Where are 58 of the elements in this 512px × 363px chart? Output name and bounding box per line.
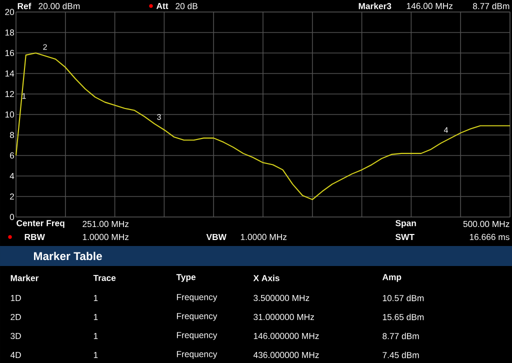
text: 16.666 ms: [470, 234, 510, 240]
text: Span: [396, 220, 416, 228]
text: 8.77 dBm: [473, 2, 510, 10]
text: 436.000000 MHz: [253, 352, 319, 358]
text: Amp: [382, 274, 402, 282]
text: 1: [94, 333, 98, 339]
text: 15.65 dBm: [382, 314, 424, 320]
y-tick-label: 8: [10, 132, 14, 138]
text: 251.00 MHz: [82, 220, 129, 228]
text: Ref: [18, 2, 32, 10]
text: 1: [94, 314, 98, 320]
y-tick-label: 18: [5, 29, 14, 36]
text: 20 dB: [176, 2, 198, 10]
text: Trace: [93, 274, 116, 282]
y-tick-label: 6: [10, 152, 14, 159]
text: X Axis: [253, 274, 280, 282]
annotation: 4: [444, 127, 448, 133]
y-tick-label: 16: [5, 50, 14, 56]
text: Frequency: [176, 294, 218, 302]
text: 1D: [10, 295, 21, 301]
text: Att: [156, 2, 168, 10]
annotation: 2: [43, 44, 47, 50]
text: 1: [94, 295, 98, 301]
text: SWT: [396, 234, 414, 240]
annotation: 1: [22, 93, 26, 99]
y-tick-label: 2: [10, 193, 14, 200]
text: Center Freq: [16, 220, 64, 228]
text: Marker Table: [34, 252, 102, 260]
annotation: 3: [157, 114, 161, 120]
y-tick-label: 0: [10, 214, 14, 220]
text: 1.0000 MHz: [240, 234, 287, 240]
text: 7.45 dBm: [382, 352, 419, 358]
text: Frequency: [176, 332, 218, 340]
text: 31.000000 MHz: [254, 314, 314, 320]
text: 1: [94, 352, 98, 358]
text: Marker: [10, 274, 39, 282]
text: VBW: [206, 234, 226, 240]
y-tick-label: 14: [5, 70, 14, 76]
text: Frequency: [176, 351, 218, 359]
text: Marker3: [358, 2, 392, 10]
text: 20.00 dBm: [38, 2, 80, 10]
text: 3D: [10, 332, 21, 340]
text: 500.00 MHz: [463, 220, 510, 228]
text: 4D: [10, 352, 21, 358]
text: Frequency: [176, 313, 218, 321]
text: 146.000000 MHz: [254, 332, 319, 340]
text: 10.57 dBm: [382, 294, 424, 302]
y-tick-label: 4: [10, 173, 14, 179]
text: RBW: [24, 234, 45, 240]
y-tick-label: 10: [5, 111, 14, 118]
text: 3.500000 MHz: [254, 294, 310, 302]
text: 1.0000 MHz: [82, 234, 129, 240]
text: 146.00 MHz: [406, 2, 453, 10]
text: 2D: [10, 314, 21, 320]
y-tick-label: 20: [5, 8, 14, 16]
text: 8.77 dBm: [382, 332, 419, 340]
y-tick-label: 12: [5, 90, 14, 98]
text: Type: [176, 274, 196, 282]
